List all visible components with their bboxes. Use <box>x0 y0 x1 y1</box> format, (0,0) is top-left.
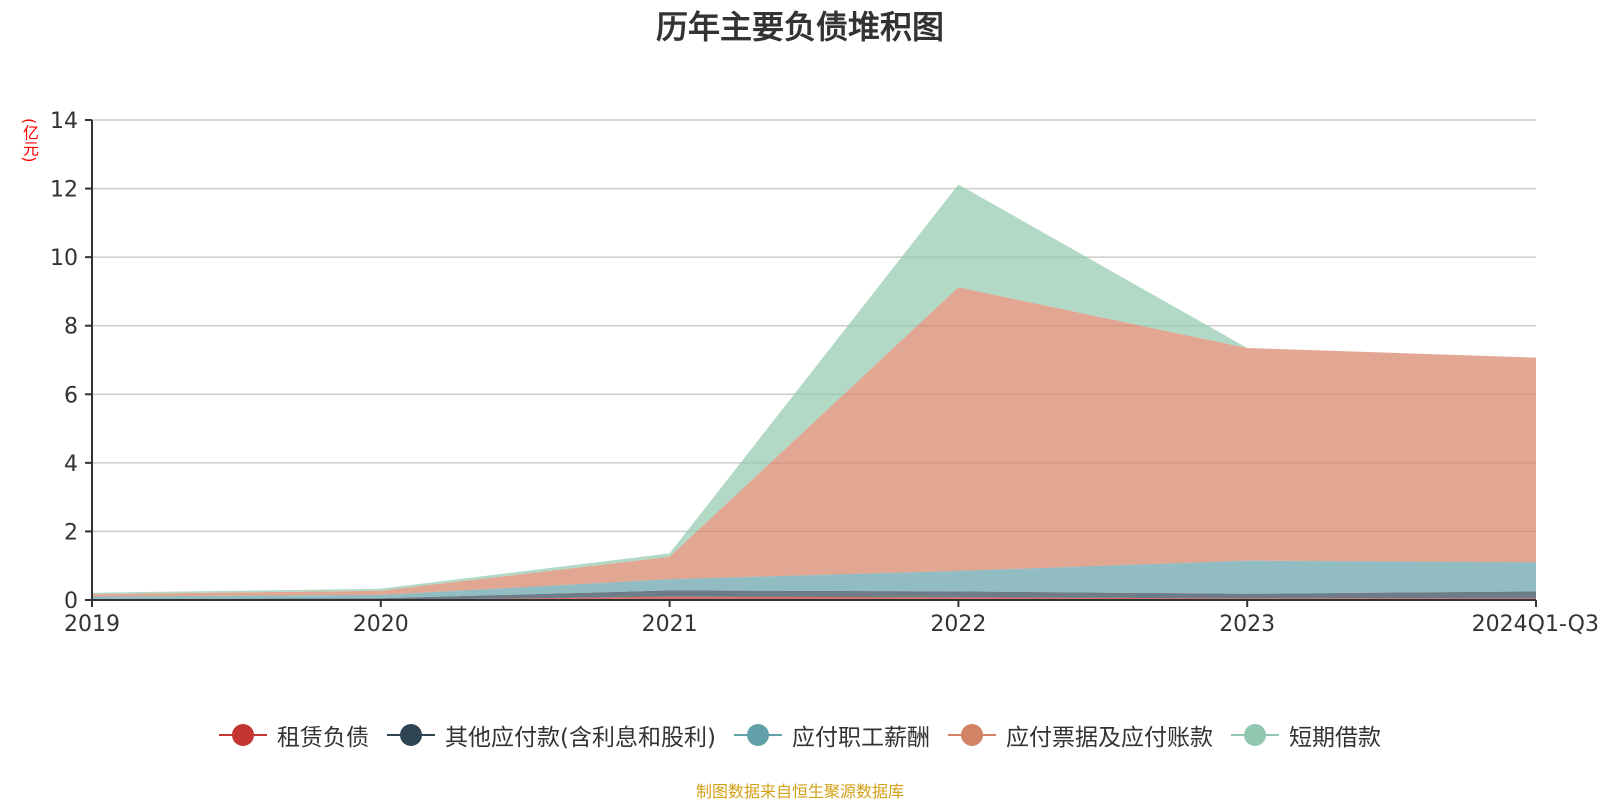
x-tick-label: 2024Q1-Q3 <box>1472 612 1599 637</box>
x-tick-label: 2022 <box>930 612 986 637</box>
legend-item[interactable]: 其他应付款(含利息和股利) <box>387 718 716 752</box>
legend-item[interactable]: 应付职工薪酬 <box>733 718 930 752</box>
x-tick-label: 2019 <box>64 612 120 637</box>
y-tick-label: 2 <box>64 520 78 545</box>
legend-label: 其他应付款(含利息和股利) <box>445 725 716 751</box>
area-series-2 <box>92 560 1536 599</box>
y-tick-label: 8 <box>64 315 78 340</box>
legend-marker-icon <box>947 723 996 747</box>
legend-item[interactable]: 应付票据及应付账款 <box>947 718 1213 752</box>
chart-plot-area: 0 2 4 6 8 10 12 14 2019 2020 2021 2022 2023 2024Q1-Q3 <box>50 109 1599 637</box>
x-tick-label: 2020 <box>353 612 409 637</box>
y-tick-label: 12 <box>50 178 78 203</box>
y-tick-label: 10 <box>50 246 78 271</box>
chart-title: 历年主要负债堆积图 <box>655 8 944 46</box>
legend-marker-icon <box>1230 723 1279 747</box>
legend-marker-icon <box>733 723 782 747</box>
x-tick-label: 2023 <box>1219 612 1275 637</box>
area-series-1 <box>92 590 1536 600</box>
y-tick-label: 6 <box>64 383 78 408</box>
chart-legend: 租赁负债 其他应付款(含利息和股利) 应付职工薪酬 应付票据及应付账款 短期借款 <box>0 718 1600 752</box>
legend-label: 租赁负债 <box>277 725 370 751</box>
legend-marker-icon <box>219 723 268 747</box>
legend-label: 短期借款 <box>1288 725 1381 751</box>
legend-marker-icon <box>387 723 436 747</box>
legend-label: 应付职工薪酬 <box>791 725 930 751</box>
y-tick-label: 4 <box>64 452 78 477</box>
area-series-4 <box>92 184 1536 595</box>
source-note: 制图数据来自恒生聚源数据库 <box>695 782 904 800</box>
y-axis-unit-label: (亿元) <box>20 118 39 163</box>
y-tick-label: 0 <box>64 589 78 614</box>
legend-label: 应付票据及应付账款 <box>1005 725 1213 751</box>
legend-item[interactable]: 短期借款 <box>1230 718 1381 752</box>
y-tick-label: 14 <box>50 109 78 134</box>
x-tick-label: 2021 <box>642 612 698 637</box>
legend-item[interactable]: 租赁负债 <box>219 718 369 752</box>
area-series-3 <box>92 287 1536 597</box>
